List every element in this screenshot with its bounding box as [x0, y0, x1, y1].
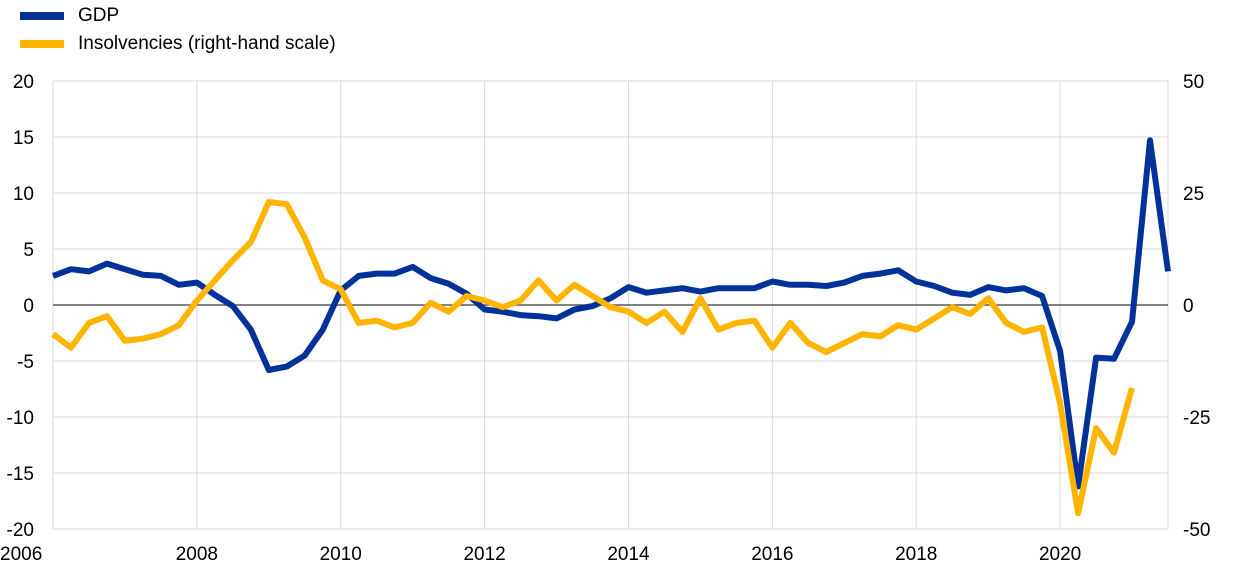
legend: GDP Insolvencies (right-hand scale) — [20, 2, 336, 58]
y-right-tick-label: -25 — [1183, 408, 1210, 429]
y-right-tick-label: 25 — [1183, 184, 1204, 205]
x-tick-label: 2008 — [176, 544, 218, 565]
x-tick-label: 2020 — [1039, 544, 1081, 565]
gdp-line — [51, 137, 1171, 490]
legend-item-insolvencies: Insolvencies (right-hand scale) — [20, 30, 336, 58]
y-left-tick-label: 15 — [13, 128, 34, 149]
y-left-tick-label: 5 — [23, 240, 34, 261]
y-left-tick-label: -5 — [17, 352, 34, 373]
insolvencies-line — [51, 199, 1135, 517]
series-lines — [51, 137, 1171, 517]
y-left-tick-label: -20 — [7, 520, 34, 541]
y-left-tick-label: 10 — [13, 184, 34, 205]
y-right-tick-label: -50 — [1183, 520, 1210, 541]
y-right-tick-label: 0 — [1183, 296, 1194, 317]
x-tick-label: 2006 — [0, 544, 42, 565]
x-tick-label: 2018 — [895, 544, 937, 565]
x-tick-label: 2010 — [320, 544, 362, 565]
x-tick-label: 2014 — [607, 544, 650, 565]
y-left-tick-label: -10 — [7, 408, 34, 429]
legend-swatch-gdp — [20, 12, 64, 20]
y-right-tick-label: 50 — [1183, 72, 1204, 93]
legend-swatch-insolvencies — [20, 40, 64, 48]
x-tick-label: 2012 — [463, 544, 505, 565]
legend-item-gdp: GDP — [20, 2, 336, 30]
legend-label-insolvencies: Insolvencies (right-hand scale) — [78, 33, 336, 54]
y-left-tick-label: -15 — [7, 464, 34, 485]
x-tick-label: 2016 — [751, 544, 793, 565]
y-left-tick-label: 0 — [23, 296, 34, 317]
y-left-tick-label: 20 — [13, 72, 34, 93]
legend-label-gdp: GDP — [78, 5, 120, 26]
